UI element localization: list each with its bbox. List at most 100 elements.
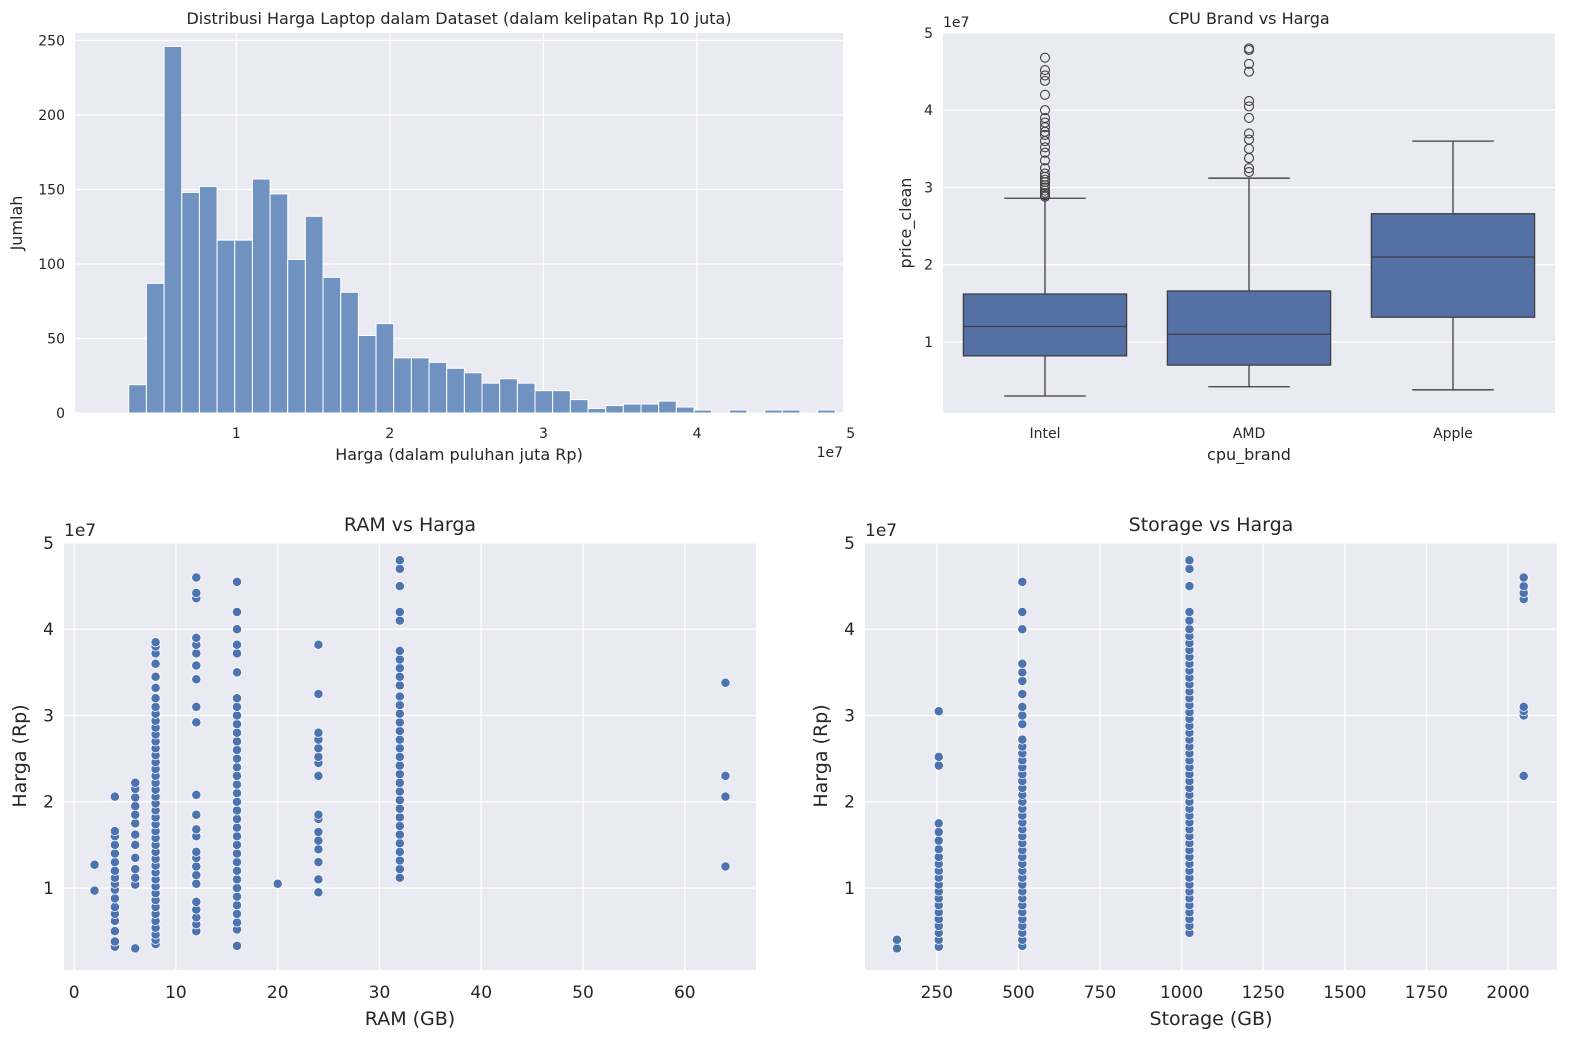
ram-point xyxy=(130,864,141,875)
boxplot-outlier xyxy=(1039,142,1051,153)
histogram-bar xyxy=(393,357,412,414)
storage-y-tick-label: 1 xyxy=(844,879,855,899)
ram-point xyxy=(109,826,120,837)
ram-point xyxy=(232,779,242,790)
ram-point xyxy=(394,654,405,665)
storage-point xyxy=(933,760,944,771)
ram-point xyxy=(232,839,242,850)
storage-x-tick-label: 750 xyxy=(1084,983,1116,1003)
histogram-bar xyxy=(622,403,642,414)
ram-y-tick-label: 2 xyxy=(43,793,54,813)
ram-point xyxy=(191,660,202,671)
ram-point xyxy=(394,563,405,574)
ram-point xyxy=(130,809,141,820)
ram-point xyxy=(232,710,242,721)
histogram-y-label: Jumlah xyxy=(7,196,26,252)
ram-point xyxy=(394,726,405,737)
ram-point xyxy=(313,874,324,885)
ram-point xyxy=(232,736,242,747)
ram-point xyxy=(394,855,405,866)
ram-point xyxy=(720,677,731,688)
ram-point xyxy=(191,588,202,598)
ram-point xyxy=(191,846,202,857)
ram-point xyxy=(109,848,120,859)
ram-point xyxy=(191,674,202,685)
storage-scatter-panel: 1 2 3 4 5 250 500 750 1000 1250 1500 1750 2000 Stora… xyxy=(810,514,1557,1030)
storage-y-tick-label: 2 xyxy=(844,793,855,813)
storage-point xyxy=(1017,576,1028,587)
ram-point xyxy=(394,607,405,617)
storage-point xyxy=(933,751,944,762)
boxplot-x-tick-label: AMD xyxy=(1233,426,1265,442)
ram-point xyxy=(191,824,202,835)
ram-point xyxy=(191,861,202,872)
histogram-x-tick-label: 2 xyxy=(385,426,394,442)
boxplot-outlier xyxy=(1243,95,1255,107)
storage-point xyxy=(933,844,944,855)
ram-x-tick-label: 60 xyxy=(674,983,696,1003)
histogram-x-tick-label: 5 xyxy=(846,426,855,442)
ram-point xyxy=(394,812,405,823)
boxplot-outlier xyxy=(1039,147,1051,158)
ram-point xyxy=(150,682,161,693)
ram-point xyxy=(313,857,324,868)
boxplot-outlier xyxy=(1243,66,1255,77)
storage-point xyxy=(1017,624,1028,635)
histogram-bar xyxy=(728,409,748,414)
storage-point xyxy=(1518,770,1529,781)
ram-point xyxy=(191,701,202,712)
boxplot-outlier xyxy=(1039,70,1051,81)
ram-point xyxy=(191,809,202,820)
storage-point xyxy=(892,943,902,954)
ram-point xyxy=(394,820,405,831)
ram-point xyxy=(191,870,202,881)
boxplot-outlier xyxy=(1039,187,1051,198)
ram-point xyxy=(313,844,324,855)
histogram-bar xyxy=(198,185,218,414)
ram-point xyxy=(394,691,405,702)
histogram-bar xyxy=(534,390,554,414)
ram-y-tick-label: 3 xyxy=(43,706,54,726)
ram-point xyxy=(130,852,141,863)
storage-point xyxy=(1184,624,1195,635)
ram-point xyxy=(232,745,242,755)
storage-x-tick-label: 1500 xyxy=(1323,983,1366,1003)
ram-point xyxy=(720,770,731,781)
histogram-bar xyxy=(587,408,607,414)
ram-point xyxy=(109,791,120,802)
storage-point xyxy=(1518,581,1529,592)
ram-x-tick-label: 10 xyxy=(165,983,187,1003)
ram-point xyxy=(150,693,161,704)
storage-y-tick-label: 4 xyxy=(844,620,855,640)
ram-point xyxy=(232,917,242,928)
storage-x-label: Storage (GB) xyxy=(1150,1008,1273,1030)
ram-point xyxy=(313,727,324,738)
ram-point xyxy=(191,648,202,659)
boxplot-outlier xyxy=(1039,52,1051,63)
ram-point xyxy=(394,803,405,814)
boxplot-y-label: price_clean xyxy=(896,178,916,269)
ram-point xyxy=(394,769,405,780)
storage-point xyxy=(1017,676,1028,686)
ram-point xyxy=(313,639,324,650)
histogram-bar xyxy=(764,409,783,414)
histogram-x-label: Harga (dalam puluhan juta Rp) xyxy=(335,445,583,464)
boxplot-y-offset: 1e7 xyxy=(943,15,969,31)
ram-x-tick-label: 0 xyxy=(69,983,80,1003)
ram-point xyxy=(232,667,242,678)
storage-point xyxy=(1017,719,1028,730)
histogram-bar xyxy=(446,367,465,414)
boxplot-outlier xyxy=(1243,166,1255,178)
ram-point xyxy=(232,900,242,911)
ram-x-tick-label: 50 xyxy=(572,983,594,1003)
boxplot-outlier xyxy=(1039,89,1051,100)
histogram-bar xyxy=(163,45,183,414)
ram-point xyxy=(191,878,202,889)
ram-point xyxy=(394,581,405,592)
histogram-title: Distribusi Harga Laptop dalam Dataset (d… xyxy=(186,9,731,28)
histogram-y-tick-label: 100 xyxy=(38,257,65,273)
ram-point xyxy=(394,829,405,840)
ram-point xyxy=(313,809,324,820)
